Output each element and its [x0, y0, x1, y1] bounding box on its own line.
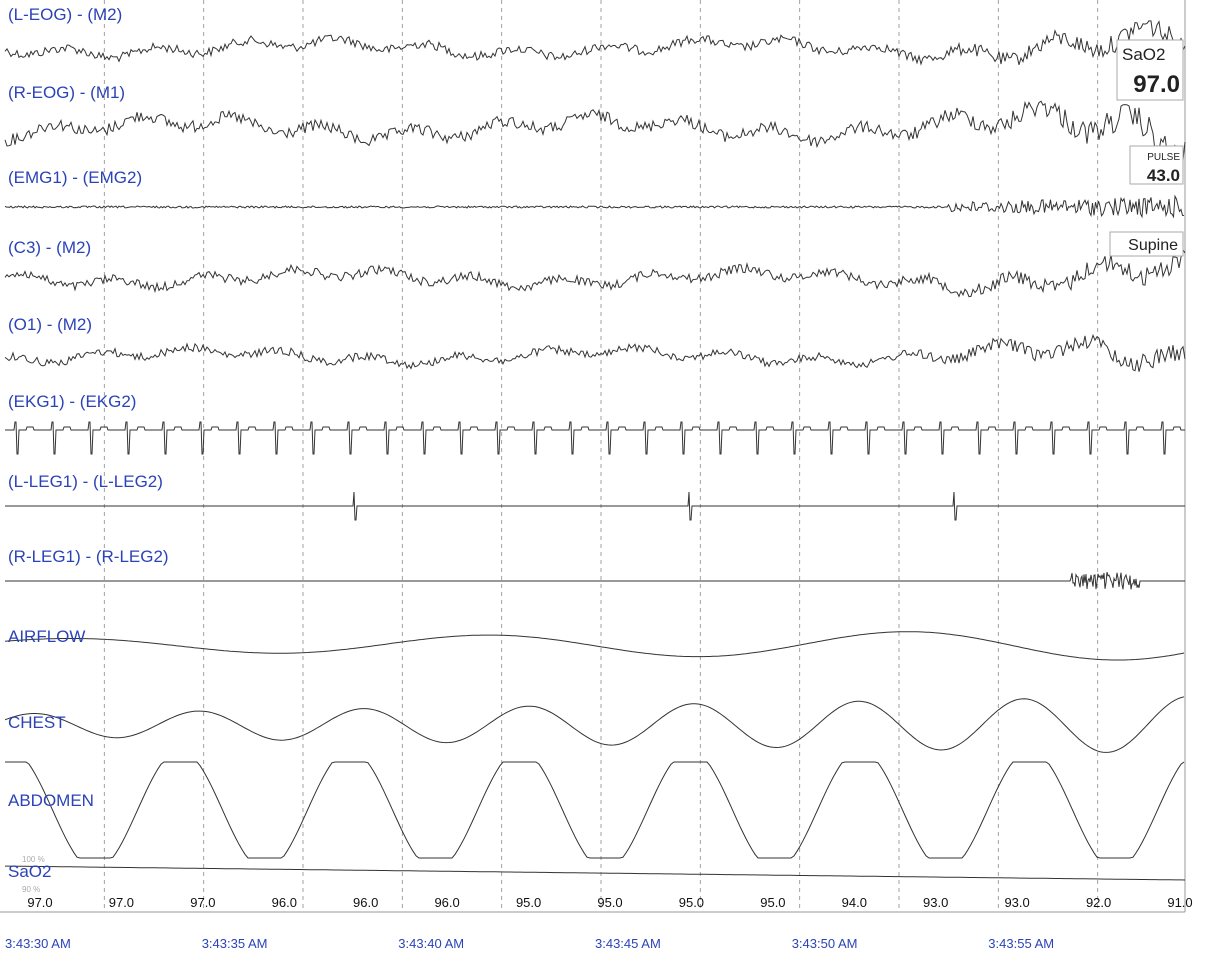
sao2-value: 97.0	[190, 895, 215, 910]
traces	[4, 20, 1186, 881]
sao2-scale-label-90: 90 %	[22, 885, 40, 894]
pulse-indicator-label: PULSE	[1147, 152, 1180, 163]
channel-label-9: AIRFLOW	[8, 627, 85, 646]
trace-4	[4, 248, 1186, 298]
sao2-value: 96.0	[434, 895, 459, 910]
sao2-indicator-label: SaO2	[1122, 45, 1165, 64]
channel-label-7: (L-LEG1) - (L-LEG2)	[8, 472, 163, 491]
sao2-indicator: SaO2 97.0	[1116, 39, 1184, 101]
time-label: 3:43:50 AM	[792, 936, 858, 951]
trace-11	[5, 761, 1185, 859]
pulse-indicator-value: 43.0	[1147, 166, 1180, 185]
channel-label-8: (R-LEG1) - (R-LEG2)	[8, 547, 169, 566]
sao2-value: 97.0	[109, 895, 134, 910]
sao2-value-row: 97.0 97.0 97.0 96.0 96.0 96.0 95.0 95.0 95.0 95.0…	[27, 895, 1192, 910]
sao2-value: 95.0	[516, 895, 541, 910]
sao2-value: 95.0	[679, 895, 704, 910]
sao2-value: 93.0	[923, 895, 948, 910]
channel-label-4: (C3) - (M2)	[8, 238, 91, 257]
trace-2	[4, 100, 1186, 167]
channel-label-10: CHEST	[8, 713, 66, 732]
trace-8	[5, 571, 1185, 590]
channel-label-2: (R-EOG) - (M1)	[8, 83, 125, 102]
position-indicator: Supine	[1109, 231, 1184, 257]
time-label: 3:43:55 AM	[988, 936, 1054, 951]
sao2-value: 92.0	[1086, 895, 1111, 910]
trace-1	[4, 20, 1186, 66]
time-label: 3:43:40 AM	[398, 936, 464, 951]
trace-6	[5, 421, 1185, 455]
trace-3	[4, 194, 1185, 219]
channel-label-5: (O1) - (M2)	[8, 315, 92, 334]
time-label: 3:43:35 AM	[202, 936, 268, 951]
time-axis: 3:43:30 AM 3:43:35 AM 3:43:40 AM 3:43:45 AM…	[5, 936, 1054, 951]
trace-9	[4, 631, 1185, 661]
sao2-value: 96.0	[272, 895, 297, 910]
trace-7	[5, 491, 1185, 521]
time-label: 3:43:30 AM	[5, 936, 71, 951]
pulse-indicator: PULSE 43.0	[1129, 145, 1184, 185]
sao2-indicator-value: 97.0	[1133, 71, 1180, 98]
trace-12	[5, 865, 1186, 881]
sao2-value: 95.0	[760, 895, 785, 910]
trace-5	[4, 333, 1186, 372]
sao2-value: 91.0	[1167, 895, 1192, 910]
sao2-value: 94.0	[842, 895, 867, 910]
sao2-scale-label-100: 100 %	[22, 855, 45, 864]
sao2-value: 97.0	[27, 895, 52, 910]
sao2-value: 93.0	[1004, 895, 1029, 910]
sao2-value: 96.0	[353, 895, 378, 910]
channel-label-3: (EMG1) - (EMG2)	[8, 168, 142, 187]
channel-label-12: SaO2	[8, 862, 51, 881]
grid	[0, 0, 1186, 913]
channel-labels: (L-EOG) - (M2) (R-EOG) - (M1) (EMG1) - (EM…	[8, 5, 169, 881]
position-indicator-label: Supine	[1128, 237, 1178, 254]
sao2-value: 95.0	[597, 895, 622, 910]
channel-label-1: (L-EOG) - (M2)	[8, 5, 122, 24]
time-label: 3:43:45 AM	[595, 936, 661, 951]
trace-10	[4, 696, 1185, 753]
channel-label-6: (EKG1) - (EKG2)	[8, 392, 136, 411]
channel-label-11: ABDOMEN	[8, 791, 94, 810]
